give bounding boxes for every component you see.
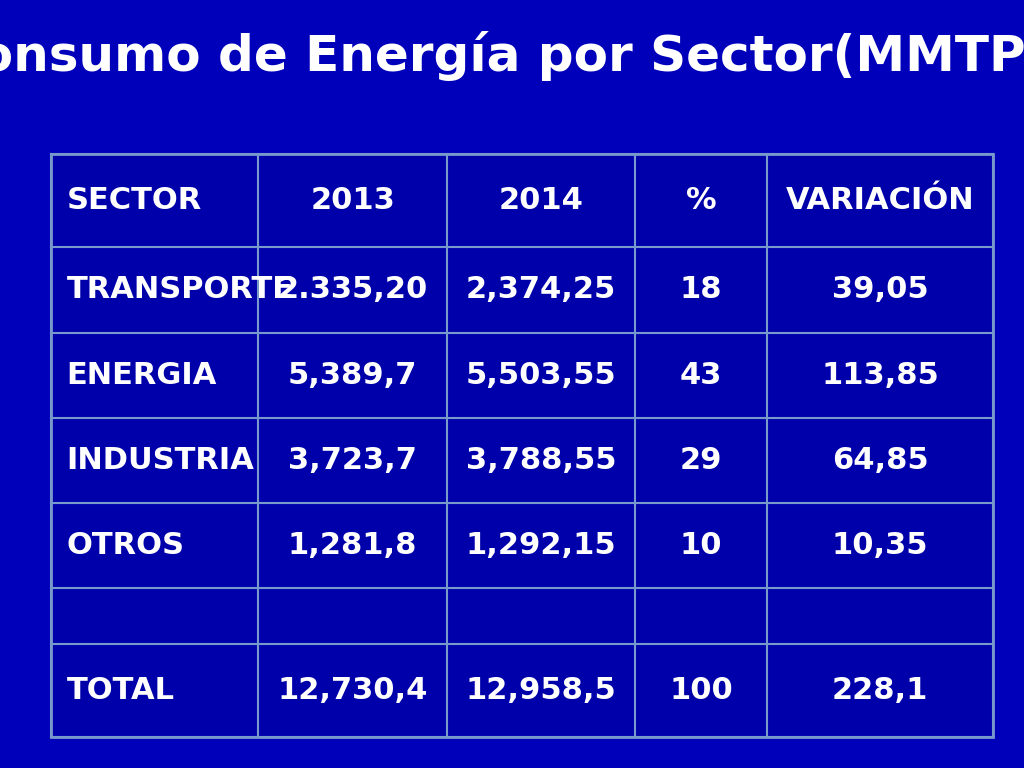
Text: Consumo de Energía por Sector(MMTPE): Consumo de Energía por Sector(MMTPE) — [0, 31, 1024, 81]
Text: 2014: 2014 — [499, 186, 584, 215]
Text: 64,85: 64,85 — [831, 446, 929, 475]
Text: 5,389,7: 5,389,7 — [288, 361, 418, 389]
Text: INDUSTRIA: INDUSTRIA — [67, 446, 254, 475]
Text: 5,503,55: 5,503,55 — [466, 361, 616, 389]
Text: 12,730,4: 12,730,4 — [278, 676, 428, 705]
Text: 1,281,8: 1,281,8 — [288, 531, 418, 560]
Text: 10: 10 — [680, 531, 723, 560]
Text: 113,85: 113,85 — [821, 361, 939, 389]
Text: TOTAL: TOTAL — [67, 676, 174, 705]
Text: 3,788,55: 3,788,55 — [466, 446, 616, 475]
Text: TRANSPORTE: TRANSPORTE — [67, 276, 294, 304]
Text: 39,05: 39,05 — [831, 276, 929, 304]
Text: 228,1: 228,1 — [833, 676, 929, 705]
Text: %: % — [686, 186, 717, 215]
Text: 2.335,20: 2.335,20 — [278, 276, 428, 304]
Text: 10,35: 10,35 — [831, 531, 929, 560]
Text: 1,292,15: 1,292,15 — [466, 531, 616, 560]
Text: 3,723,7: 3,723,7 — [288, 446, 417, 475]
Text: VARIACIÓN: VARIACIÓN — [785, 186, 975, 215]
Text: 29: 29 — [680, 446, 723, 475]
Text: SECTOR: SECTOR — [67, 186, 202, 215]
Text: 43: 43 — [680, 361, 722, 389]
Text: ENERGIA: ENERGIA — [67, 361, 217, 389]
Bar — [51, 154, 993, 737]
Text: 2013: 2013 — [310, 186, 395, 215]
Text: 2,374,25: 2,374,25 — [466, 276, 616, 304]
Text: 12,958,5: 12,958,5 — [466, 676, 616, 705]
Text: OTROS: OTROS — [67, 531, 184, 560]
Text: 100: 100 — [670, 676, 733, 705]
Text: 18: 18 — [680, 276, 723, 304]
